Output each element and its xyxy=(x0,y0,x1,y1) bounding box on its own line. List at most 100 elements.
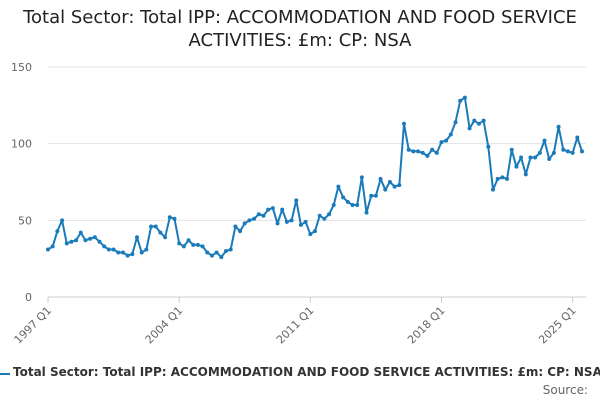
data-point-39 xyxy=(228,247,233,252)
data-point-2 xyxy=(55,229,60,234)
data-point-0 xyxy=(46,247,50,252)
data-point-112 xyxy=(570,150,575,155)
data-point-54 xyxy=(298,222,303,227)
data-point-29 xyxy=(181,244,186,249)
y-tick-label-150: 150 xyxy=(11,61,32,74)
data-point-110 xyxy=(561,147,566,152)
data-point-15 xyxy=(116,250,121,255)
data-point-7 xyxy=(78,230,83,235)
legend: Total Sector: Total IPP: ACCOMMODATION A… xyxy=(0,365,600,383)
data-point-111 xyxy=(565,149,570,154)
data-point-30 xyxy=(186,238,191,243)
data-point-72 xyxy=(383,187,388,192)
data-point-47 xyxy=(266,207,271,212)
data-point-11 xyxy=(97,239,102,244)
data-point-31 xyxy=(191,242,196,247)
data-point-48 xyxy=(270,206,275,211)
data-point-82 xyxy=(430,147,435,152)
data-point-19 xyxy=(135,235,139,240)
data-point-35 xyxy=(209,253,214,258)
data-point-20 xyxy=(139,250,144,255)
data-point-40 xyxy=(233,224,238,229)
data-point-81 xyxy=(425,153,430,158)
y-tick-label-50: 50 xyxy=(18,214,32,227)
chart-title: Total Sector: Total IPP: ACCOMMODATION A… xyxy=(23,7,577,51)
data-point-91 xyxy=(472,118,477,123)
data-point-75 xyxy=(397,183,402,188)
data-point-45 xyxy=(256,212,261,217)
data-point-97 xyxy=(500,175,505,180)
grid-lines xyxy=(48,66,586,298)
data-point-67 xyxy=(359,175,364,180)
data-point-105 xyxy=(537,150,542,155)
data-point-114 xyxy=(580,149,584,154)
data-point-18 xyxy=(130,252,135,257)
data-point-64 xyxy=(345,199,350,204)
data-point-3 xyxy=(60,218,65,223)
data-point-73 xyxy=(387,180,392,184)
legend-label: Total Sector: Total IPP: ACCOMMODATION A… xyxy=(13,365,600,379)
x-tick-label-2: 2011 Q1 xyxy=(274,304,317,347)
x-tick-label-0: 1997 Q1 xyxy=(12,304,55,347)
data-point-33 xyxy=(200,244,205,249)
x-axis: 1997 Q1 2004 Q1 2011 Q1 2018 Q1 2025 Q1 xyxy=(12,297,579,346)
data-point-106 xyxy=(542,138,547,143)
data-point-24 xyxy=(158,230,163,235)
data-point-96 xyxy=(495,176,500,181)
data-point-58 xyxy=(317,213,322,218)
x-tick-label-4: 2025 Q1 xyxy=(536,304,579,347)
data-point-9 xyxy=(88,236,93,241)
data-point-87 xyxy=(453,120,458,125)
data-point-55 xyxy=(303,219,308,224)
plot-area xyxy=(46,95,584,260)
data-point-41 xyxy=(238,229,243,234)
data-point-98 xyxy=(505,176,510,181)
data-point-94 xyxy=(486,144,491,149)
x-tick-label-3: 2018 Q1 xyxy=(405,304,448,347)
data-point-50 xyxy=(280,207,285,212)
legend-swatch xyxy=(0,373,10,375)
data-point-1 xyxy=(50,244,55,249)
data-point-61 xyxy=(331,203,336,207)
data-point-46 xyxy=(261,213,266,218)
data-point-107 xyxy=(547,157,552,161)
data-point-49 xyxy=(275,221,280,226)
data-point-83 xyxy=(434,150,439,155)
data-point-5 xyxy=(69,239,74,244)
data-point-52 xyxy=(289,218,294,223)
data-point-25 xyxy=(163,235,168,240)
data-point-80 xyxy=(420,150,425,155)
y-tick-label-0: 0 xyxy=(25,291,32,304)
data-point-66 xyxy=(355,203,360,207)
data-point-10 xyxy=(92,235,97,240)
data-point-92 xyxy=(476,121,481,126)
data-point-78 xyxy=(411,149,416,154)
data-point-37 xyxy=(219,255,224,260)
data-point-63 xyxy=(341,195,346,200)
data-point-26 xyxy=(167,215,172,220)
data-point-74 xyxy=(392,184,397,189)
data-point-85 xyxy=(444,138,449,143)
data-point-70 xyxy=(373,193,378,198)
data-point-28 xyxy=(177,241,182,246)
chart-title-block: Total Sector: Total IPP: ACCOMMODATION A… xyxy=(0,6,600,52)
x-tick-label-1: 2004 Q1 xyxy=(143,304,186,347)
data-point-27 xyxy=(172,216,177,221)
data-point-43 xyxy=(247,218,252,223)
data-point-56 xyxy=(308,232,313,237)
data-point-8 xyxy=(83,238,88,243)
data-point-113 xyxy=(575,135,580,140)
data-point-95 xyxy=(491,187,495,192)
data-point-65 xyxy=(350,203,355,207)
data-point-77 xyxy=(406,147,411,152)
data-point-84 xyxy=(439,140,444,145)
data-point-101 xyxy=(519,155,524,160)
y-axis: 0 50 100 150 xyxy=(11,61,32,304)
data-point-90 xyxy=(467,126,472,131)
data-point-71 xyxy=(378,176,383,181)
data-point-93 xyxy=(481,118,486,123)
data-point-59 xyxy=(322,216,327,221)
data-point-109 xyxy=(556,124,561,129)
data-point-23 xyxy=(153,224,158,229)
